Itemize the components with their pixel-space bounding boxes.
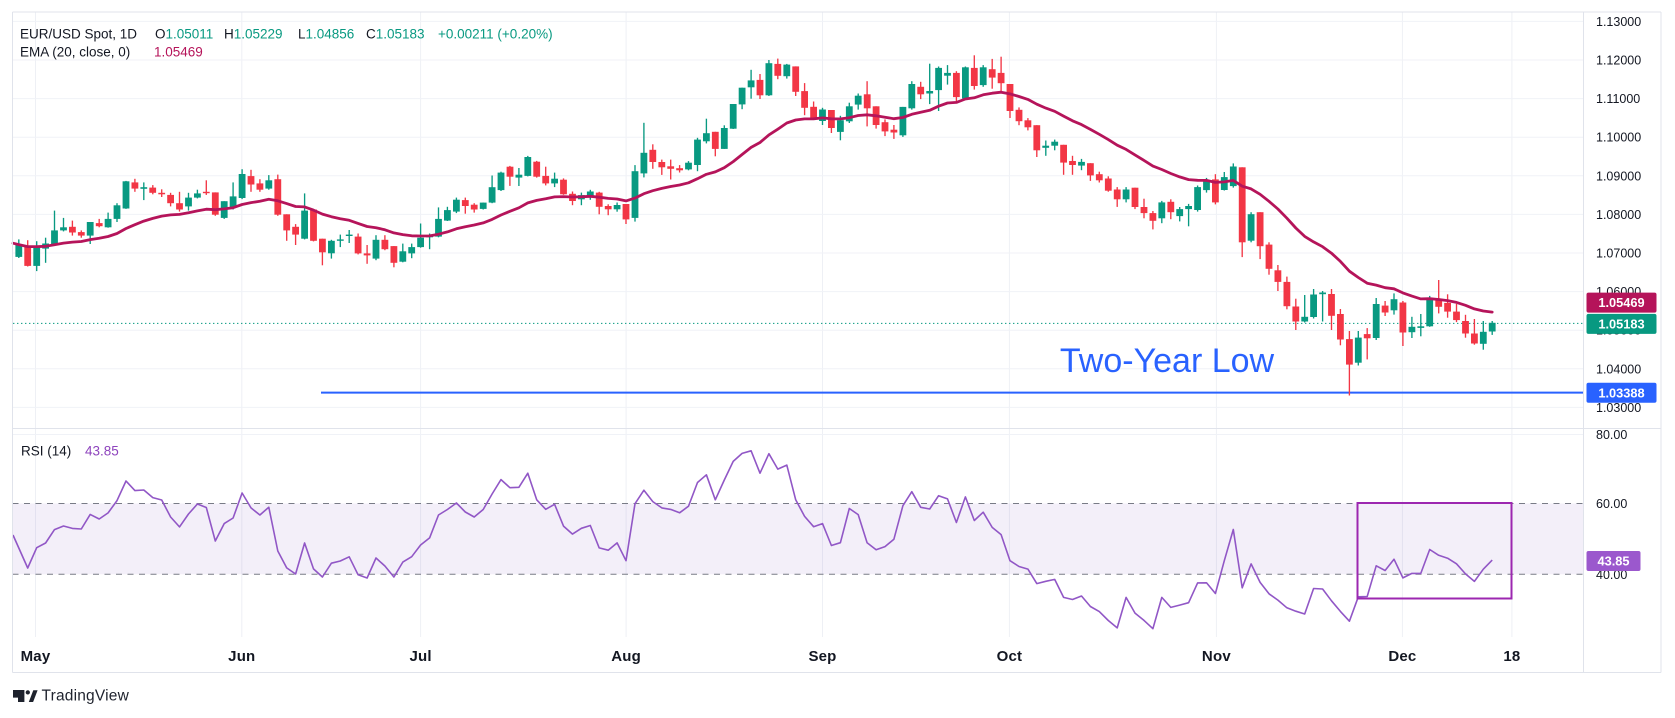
svg-text:EMA (20, close, 0): EMA (20, close, 0): [20, 45, 130, 60]
svg-text:18: 18: [1503, 648, 1520, 665]
svg-text:1.10000: 1.10000: [1596, 131, 1641, 145]
svg-text:1.11000: 1.11000: [1596, 92, 1640, 106]
svg-text:Oct: Oct: [997, 648, 1023, 665]
svg-text:1.08000: 1.08000: [1596, 208, 1641, 222]
svg-text:43.85: 43.85: [1597, 554, 1629, 569]
svg-text:1.03388: 1.03388: [1598, 385, 1644, 400]
svg-text:Aug: Aug: [611, 648, 641, 665]
svg-text:1.13000: 1.13000: [1596, 15, 1641, 29]
svg-text:C1.05183: C1.05183: [366, 27, 425, 42]
svg-text:1.12000: 1.12000: [1596, 54, 1641, 68]
svg-text:Jul: Jul: [409, 648, 431, 665]
svg-text:+0.00211 (+0.20%): +0.00211 (+0.20%): [438, 27, 553, 42]
svg-text:Jun: Jun: [228, 648, 255, 665]
svg-text:Nov: Nov: [1202, 648, 1231, 665]
svg-text:EUR/USD Spot, 1D: EUR/USD Spot, 1D: [20, 27, 137, 42]
svg-text:TradingView: TradingView: [42, 688, 130, 705]
svg-text:O1.05011: O1.05011: [155, 27, 213, 42]
svg-text:1.05469: 1.05469: [1598, 295, 1644, 310]
svg-text:60.00: 60.00: [1596, 497, 1627, 511]
svg-text:40.00: 40.00: [1596, 568, 1627, 582]
svg-text:1.04000: 1.04000: [1596, 362, 1641, 376]
svg-text:RSI (14): RSI (14): [21, 444, 71, 459]
svg-text:L1.04856: L1.04856: [298, 27, 354, 42]
svg-text:1.09000: 1.09000: [1596, 169, 1641, 183]
svg-text:43.85: 43.85: [85, 444, 119, 459]
svg-text:H1.05229: H1.05229: [224, 27, 283, 42]
svg-text:1.05183: 1.05183: [1598, 317, 1644, 332]
svg-text:Sep: Sep: [808, 648, 836, 665]
svg-text:Dec: Dec: [1388, 648, 1416, 665]
svg-text:1.07000: 1.07000: [1596, 247, 1641, 261]
svg-text:1.05469: 1.05469: [154, 45, 203, 60]
svg-text:1.03000: 1.03000: [1596, 401, 1641, 415]
svg-text:May: May: [21, 648, 51, 665]
svg-text:80.00: 80.00: [1596, 428, 1627, 442]
svg-text:Two-Year Low: Two-Year Low: [1060, 342, 1275, 380]
